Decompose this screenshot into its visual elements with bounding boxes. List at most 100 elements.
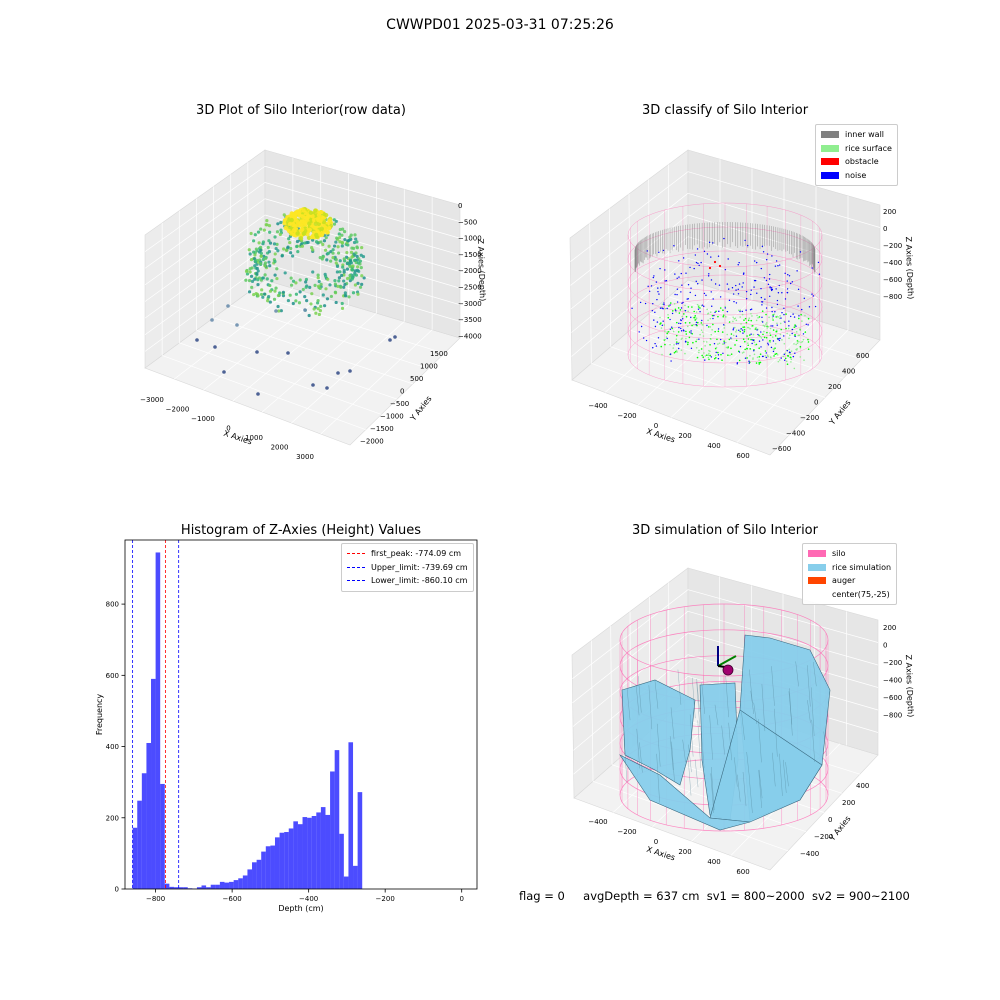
- rice-surface-point: [762, 324, 765, 327]
- rice-surface-point: [706, 354, 708, 356]
- histogram-bar: [141, 773, 147, 889]
- rice-surface-point: [743, 326, 746, 328]
- rice-surface-point: [696, 338, 698, 341]
- rice-surface-point: [760, 337, 763, 339]
- noise-point: [774, 311, 776, 313]
- noise-point: [701, 279, 703, 281]
- data-point: [350, 268, 355, 272]
- data-point: [310, 292, 314, 296]
- data-point: [349, 233, 353, 237]
- z-tick-label: 0: [883, 642, 887, 650]
- data-point: [319, 282, 323, 286]
- rice-surface-point: [709, 311, 712, 313]
- data-point: [299, 223, 305, 229]
- data-point: [360, 245, 364, 250]
- noise-point: [762, 339, 764, 341]
- histogram-bar: [316, 812, 321, 889]
- rice-surface-point: [709, 317, 712, 320]
- rice-surface-point: [715, 310, 717, 313]
- noise-point: [811, 267, 813, 269]
- noise-point: [682, 329, 685, 331]
- noise-point: [684, 309, 687, 312]
- data-point: [309, 302, 313, 306]
- noise-point: [793, 316, 796, 318]
- data-point: [275, 276, 279, 281]
- mesh-line: [758, 769, 763, 799]
- grid-line: [604, 289, 721, 393]
- mesh-line: [694, 759, 699, 788]
- noise-point: [705, 294, 707, 297]
- data-point: [266, 245, 270, 250]
- auger-axis: [717, 655, 737, 667]
- rice-surface-point: [753, 348, 755, 351]
- data-point: [273, 273, 277, 277]
- data-point: [308, 217, 314, 222]
- mesh-line: [656, 753, 660, 803]
- noise-point: [756, 329, 758, 331]
- x-tick-label: 0: [654, 422, 658, 430]
- data-point: [345, 261, 350, 265]
- data-point: [265, 219, 269, 223]
- noise-point: [727, 258, 729, 260]
- noise-point: [780, 357, 782, 359]
- data-point: [317, 210, 322, 216]
- noise-point: [801, 308, 803, 311]
- data-point: [334, 257, 338, 262]
- noise-point: [659, 267, 661, 270]
- noise-point: [772, 340, 775, 342]
- legend-swatch: [821, 144, 839, 152]
- data-point: [338, 270, 342, 274]
- noise-point: [673, 245, 675, 247]
- data-point: [329, 259, 333, 263]
- grid-line: [572, 589, 689, 680]
- data-point: [226, 304, 230, 308]
- histogram-bar: [334, 750, 340, 889]
- noise-point: [701, 304, 704, 306]
- data-point: [351, 264, 355, 268]
- noise-point: [695, 280, 697, 283]
- rice-surface-point: [686, 343, 689, 346]
- rice-surface-point: [701, 331, 704, 333]
- data-point: [338, 259, 342, 263]
- noise-point: [724, 307, 726, 309]
- data-point: [322, 239, 327, 243]
- rice-surface-point: [759, 361, 762, 364]
- noise-point: [760, 346, 762, 348]
- data-point: [259, 227, 263, 231]
- rice-surface-point: [759, 353, 762, 355]
- data-point: [323, 272, 327, 276]
- data-point: [265, 277, 269, 281]
- rice-surface-point: [807, 341, 810, 343]
- rice-surface-point: [766, 354, 769, 357]
- noise-point: [657, 287, 659, 289]
- data-point: [256, 392, 260, 396]
- rice-surface-point: [784, 357, 787, 360]
- rice-surface-point: [763, 325, 766, 327]
- noise-point: [796, 270, 798, 272]
- mesh-line: [737, 774, 741, 802]
- rice-surface-point: [701, 324, 704, 326]
- mesh-line: [779, 753, 783, 796]
- rice-simulation-surface: [621, 679, 696, 786]
- x-tick-label: 200: [678, 848, 691, 856]
- noise-point: [710, 256, 712, 258]
- data-point: [255, 350, 259, 354]
- noise-point: [703, 250, 706, 253]
- noise-point: [728, 299, 731, 302]
- noise-point: [680, 307, 683, 309]
- data-point: [282, 247, 286, 251]
- data-point: [319, 240, 323, 244]
- data-point: [312, 225, 317, 230]
- noise-point: [687, 283, 690, 286]
- noise-point: [780, 317, 782, 319]
- noise-point: [698, 264, 700, 267]
- rice-surface-point: [796, 347, 798, 350]
- x-tick-label: −600: [223, 895, 242, 903]
- noise-point: [664, 280, 666, 282]
- x-tick-label: −400: [588, 818, 607, 826]
- rice-surface-point: [678, 312, 681, 314]
- grid-line: [687, 171, 881, 228]
- x-tick-label: 2000: [271, 444, 289, 452]
- histogram-bar: [151, 678, 156, 889]
- data-point: [282, 213, 286, 217]
